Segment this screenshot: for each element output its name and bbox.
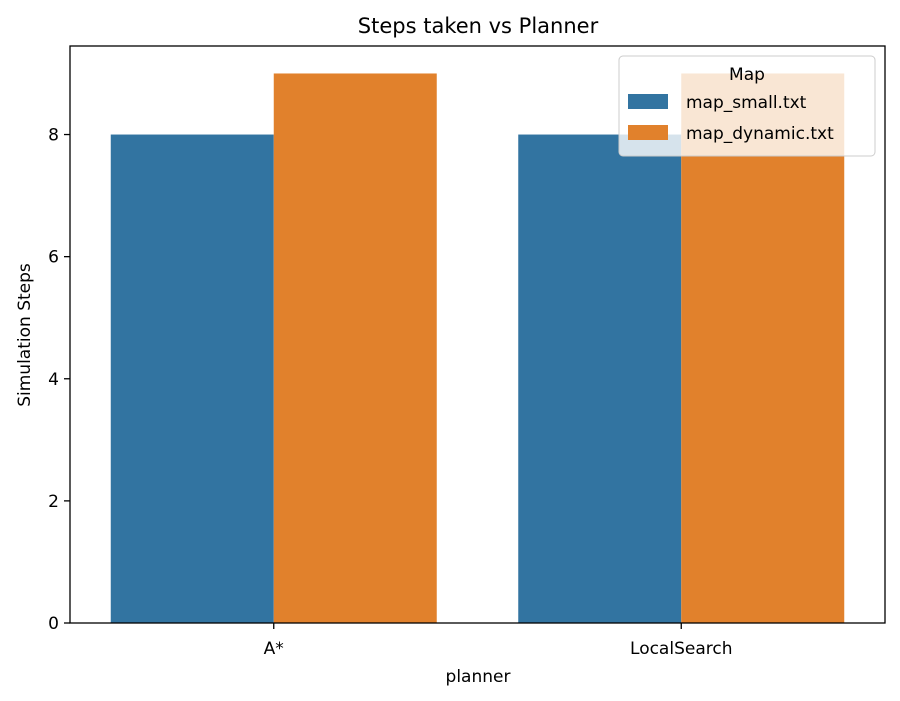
legend-swatch (628, 94, 668, 109)
y-tick-label: 6 (48, 248, 59, 268)
x-axis-label: planner (446, 667, 511, 687)
legend: Map map_small.txt map_dynamic.txt (618, 55, 876, 157)
bar-map-small-txt-localsearch (518, 134, 682, 623)
y-tick-label: 2 (48, 492, 59, 512)
bar-map-dynamic-txt-a- (273, 73, 437, 623)
legend-swatch (628, 125, 668, 140)
chart-title: Steps taken vs Planner (358, 14, 599, 38)
y-axis: 0 2 4 6 8 (48, 126, 70, 634)
x-tick-label: A* (264, 639, 284, 659)
bar-map-dynamic-txt-localsearch (681, 73, 845, 623)
plot-frame (69, 45, 886, 624)
y-tick-label: 0 (48, 614, 59, 634)
legend-label: map_small.txt (686, 93, 807, 113)
y-axis-label: Simulation Steps (15, 263, 35, 407)
y-tick-label: 8 (48, 126, 59, 146)
y-tick-label: 4 (48, 370, 59, 390)
bar-map-small-txt-a- (110, 134, 274, 623)
legend-items: map_small.txt map_dynamic.txt (628, 93, 834, 144)
legend-box (618, 55, 876, 157)
x-tick-label: LocalSearch (630, 639, 732, 659)
legend-label: map_dynamic.txt (686, 124, 834, 144)
x-axis: A* LocalSearch (264, 623, 732, 659)
bars-layer (110, 73, 845, 623)
legend-title: Map (729, 65, 765, 85)
